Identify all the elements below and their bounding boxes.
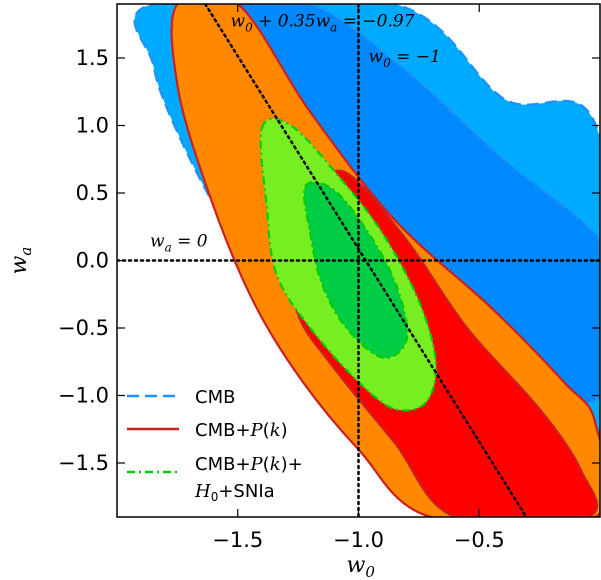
legend-label-cmb-pk: CMB+P(k) — [195, 420, 288, 441]
y-tick-label: −1.5 — [58, 451, 109, 475]
annotation-w0-vertical: w0 = −1 — [369, 47, 441, 70]
y-tick-label: −0.5 — [58, 316, 109, 340]
series-2-contour-68 — [302, 181, 409, 359]
x-tick-label: −1.5 — [212, 528, 263, 552]
axis-labels: w0 wa — [7, 247, 375, 580]
legend-label-cmb: CMB — [195, 387, 235, 408]
y-tick-label: 1.0 — [76, 114, 109, 138]
axis-ticks: −1.5 −1.0 −0.5 −1.5 −1.0 −0.5 0.0 0.5 1.0 1.5 — [58, 4, 600, 552]
series-2-contours — [259, 117, 438, 412]
x-tick-label: −1.0 — [333, 528, 384, 552]
x-tick-label: −0.5 — [454, 528, 505, 552]
series-0-contour-68 — [210, 4, 600, 404]
legend-label-full-line2: H0+SNIa — [194, 481, 275, 504]
y-tick-label: 0.0 — [76, 249, 109, 273]
legend-label-full-line1: CMB+P(k)+ — [195, 454, 303, 475]
y-tick-label: 1.5 — [76, 46, 109, 70]
y-axis-label: wa — [7, 247, 35, 275]
annotation-wa-horizontal: wa = 0 — [150, 232, 208, 255]
contour-layer — [133, 4, 600, 517]
annotations: w0 = −1 wa = 0 w0 + 0.35wa = −0.97 — [150, 11, 441, 254]
reference-line-2 — [203, 4, 528, 517]
reference-lines — [117, 4, 600, 517]
legend: CMB CMB+P(k) CMB+P(k)+ H0+SNIa — [127, 387, 303, 504]
y-tick-label: 0.5 — [76, 181, 109, 205]
x-axis-label: w0 — [347, 553, 376, 580]
y-tick-label: −1.0 — [58, 384, 109, 408]
annotation-degeneracy-line: w0 + 0.35wa = −0.97 — [231, 11, 415, 34]
